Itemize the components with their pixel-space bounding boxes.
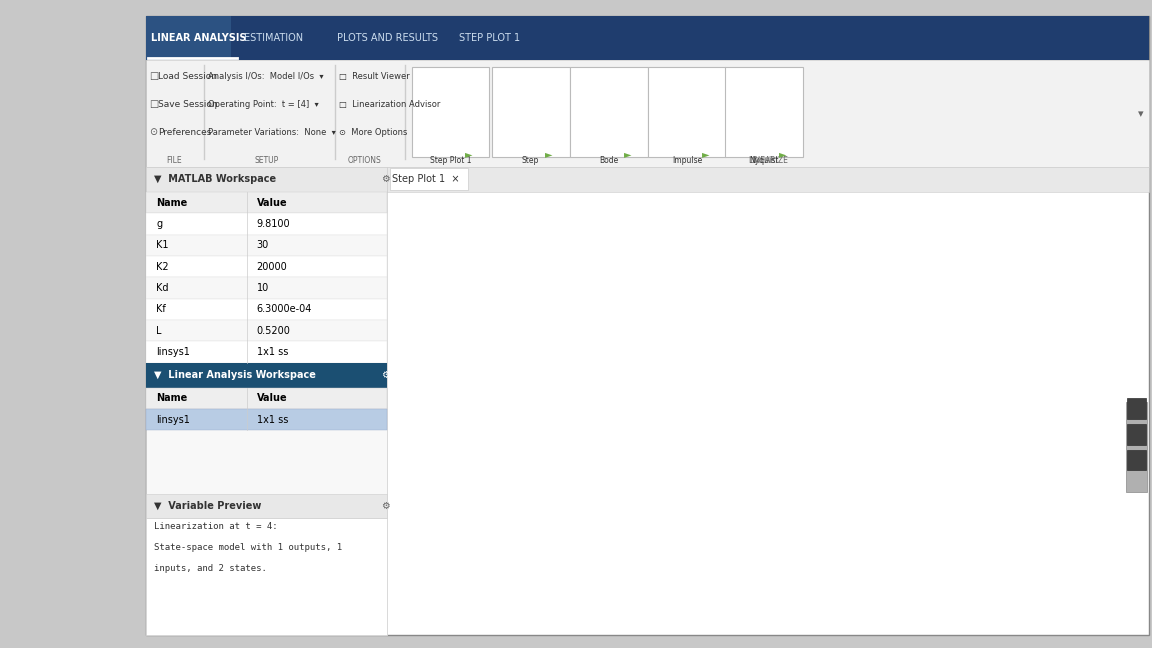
Text: Kd: Kd [157,283,169,293]
Text: 30: 30 [257,240,268,250]
Text: 6.3000e-04: 6.3000e-04 [257,305,312,314]
Text: OPTIONS: OPTIONS [348,156,381,165]
Legend: linsys1: linsys1 [1052,253,1126,272]
Text: Save Session: Save Session [158,100,218,109]
Text: Linearization at t = 4:: Linearization at t = 4: [154,522,278,531]
Text: Kf: Kf [157,305,166,314]
Text: Bode: Bode [599,156,619,165]
Text: Value: Value [257,393,287,403]
Text: ▼  Variable Preview: ▼ Variable Preview [154,501,262,511]
Text: From: input_torque  To: theta_deg: From: input_torque To: theta_deg [692,216,880,227]
Text: linsys1: linsys1 [157,415,190,424]
Text: □: □ [150,71,159,82]
Text: Value: Value [257,198,287,207]
Text: Impulse: Impulse [672,156,702,165]
Text: Name: Name [157,198,188,207]
Text: PLOTS AND RESULTS: PLOTS AND RESULTS [336,33,438,43]
Text: STEP PLOT 1: STEP PLOT 1 [458,33,520,43]
Text: □  Result Viewer: □ Result Viewer [339,72,409,81]
Text: Step Plot 1: Step Plot 1 [430,156,471,165]
Text: 10: 10 [257,283,268,293]
Y-axis label: Amplitude: Amplitude [393,395,406,458]
Text: Step Plot 1  ×: Step Plot 1 × [392,174,460,185]
Text: ►: ► [702,149,710,159]
Text: 0.5200: 0.5200 [257,326,290,336]
Text: □  Linearization Advisor: □ Linearization Advisor [339,100,440,109]
Text: Name: Name [157,393,188,403]
Text: 1x1 ss: 1x1 ss [257,347,288,357]
Text: Load Session: Load Session [158,72,218,81]
Text: 20000: 20000 [257,262,287,272]
Text: ►: ► [779,149,787,159]
Text: ►: ► [545,149,553,159]
Text: ⊙: ⊙ [150,127,158,137]
Text: 1x1 ss: 1x1 ss [257,415,288,424]
Text: 9.8100: 9.8100 [257,219,290,229]
Text: ⊙  More Options: ⊙ More Options [339,128,407,137]
Text: K2: K2 [157,262,169,272]
Text: linsys1: linsys1 [157,347,190,357]
Text: ESTIMATION: ESTIMATION [243,33,303,43]
Text: Nyquist: Nyquist [750,156,779,165]
Text: Preferences: Preferences [158,128,212,137]
Text: inputs, and 2 states.: inputs, and 2 states. [154,564,267,573]
Text: Parameter Variations:  None  ▾: Parameter Variations: None ▾ [209,128,336,137]
Text: FILE: FILE [167,156,182,165]
Text: □: □ [150,99,159,110]
Text: K1: K1 [157,240,169,250]
Text: g: g [157,219,162,229]
Text: ⚙: ⚙ [381,174,389,185]
Text: ▼  Linear Analysis Workspace: ▼ Linear Analysis Workspace [154,370,316,380]
Title: Step Response: Step Response [722,215,850,231]
Text: LINEAR ANALYSIS: LINEAR ANALYSIS [151,33,247,43]
Text: ▼  MATLAB Workspace: ▼ MATLAB Workspace [154,174,276,185]
Text: Operating Point:  t = [4]  ▾: Operating Point: t = [4] ▾ [209,100,319,109]
Text: Step: Step [522,156,539,165]
Text: ▾: ▾ [1138,109,1144,119]
Text: LINEARIZE: LINEARIZE [748,156,788,165]
Text: ⚙: ⚙ [381,370,389,380]
Text: SETUP: SETUP [255,156,279,165]
Text: L: L [157,326,161,336]
Text: ►: ► [465,149,472,159]
Text: Analysis I/Os:  Model I/Os  ▾: Analysis I/Os: Model I/Os ▾ [209,72,324,81]
Text: State-space model with 1 outputs, 1: State-space model with 1 outputs, 1 [154,543,342,552]
Text: ⚙: ⚙ [381,501,389,511]
Text: ►: ► [623,149,631,159]
